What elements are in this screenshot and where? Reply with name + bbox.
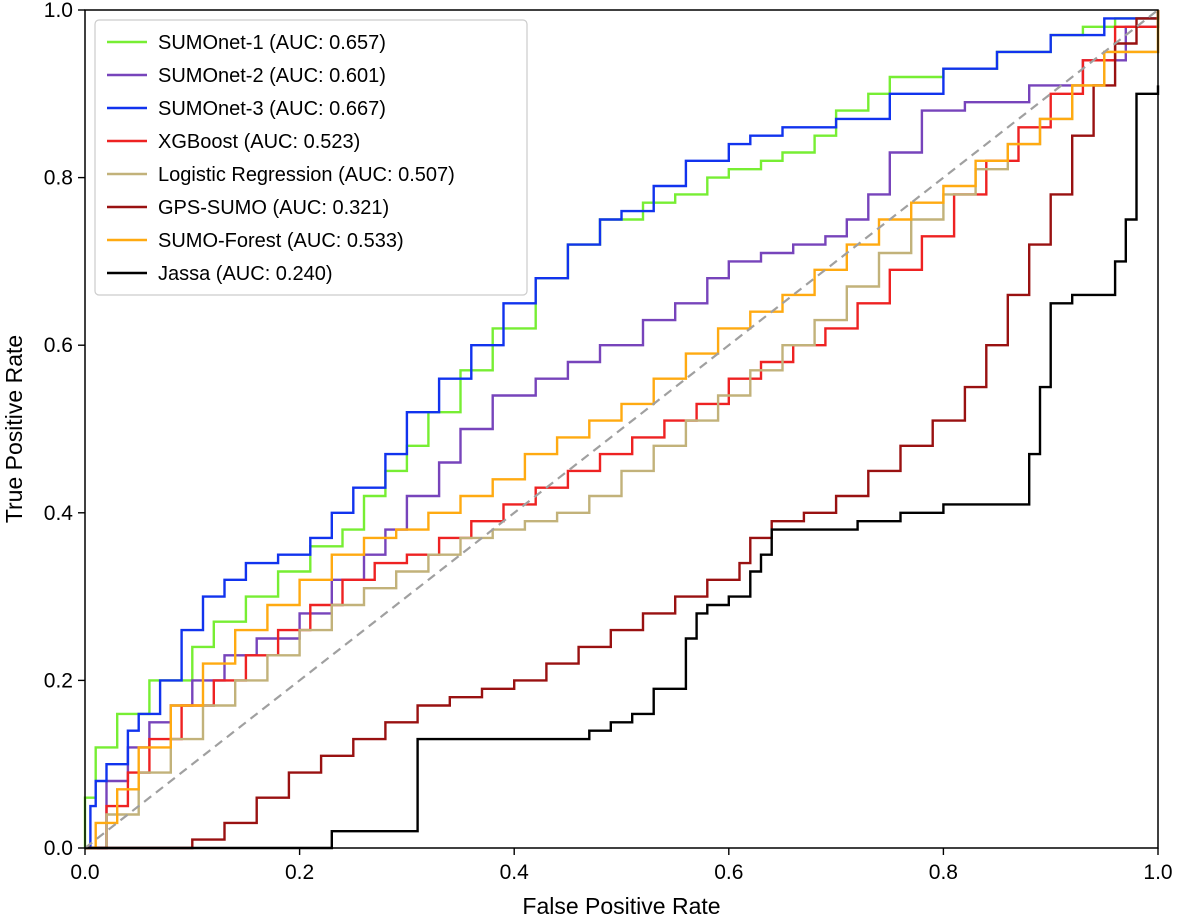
legend-label: SUMOnet-2 (AUC: 0.601) [158, 65, 386, 87]
y-tick-label: 0.6 [44, 334, 73, 357]
legend-label: Logistic Regression (AUC: 0.507) [158, 164, 455, 186]
legend-label: SUMO-Forest (AUC: 0.533) [158, 230, 404, 252]
x-tick-label: 0.2 [285, 861, 314, 884]
series-layer [83, 10, 1160, 850]
legend-box [94, 19, 528, 296]
x-tick-label: 0.0 [70, 861, 99, 884]
series-line-6 [85, 10, 1160, 850]
reference-layer [84, 9, 1159, 849]
series-line-2 [85, 10, 1160, 850]
y-tick-label: 1.0 [44, 0, 73, 22]
legend-label: SUMOnet-3 (AUC: 0.667) [158, 98, 386, 120]
legend-label: SUMOnet-1 (AUC: 0.657) [158, 32, 386, 54]
legend-label: Jassa (AUC: 0.240) [158, 263, 333, 285]
y-tick-label: 0.4 [44, 502, 74, 525]
series-line-7 [85, 10, 1160, 850]
legend: SUMOnet-1 (AUC: 0.657) SUMOnet-2 (AUC: 0.… [94, 19, 528, 296]
y-axis-title: True Positive Rate [1, 335, 27, 523]
legend-label: XGBoost (AUC: 0.523) [158, 131, 360, 153]
y-tick-label: 0.8 [44, 167, 73, 190]
legend-label: GPS-SUMO (AUC: 0.321) [158, 197, 389, 219]
y-tick-label: 0.2 [44, 669, 73, 692]
reference-diagonal-line [84, 9, 1159, 849]
x-axis-title: False Positive Rate [522, 893, 720, 919]
x-tick-label: 0.4 [500, 861, 530, 884]
x-tick-label: 1.0 [1143, 861, 1172, 884]
ticks-layer: 0.0 0.2 0.4 0.6 0.8 1.0 0.0 0.2 0.4 0.6 0.8 1.0 [44, 0, 1173, 884]
axes-frame [84, 9, 1159, 849]
y-tick-label: 0.0 [44, 837, 73, 860]
series-line-3 [85, 10, 1160, 850]
series-line-8 [85, 85, 1160, 850]
x-tick-label: 0.8 [929, 861, 958, 884]
series-line-5 [85, 10, 1160, 850]
x-tick-label: 0.6 [714, 861, 743, 884]
